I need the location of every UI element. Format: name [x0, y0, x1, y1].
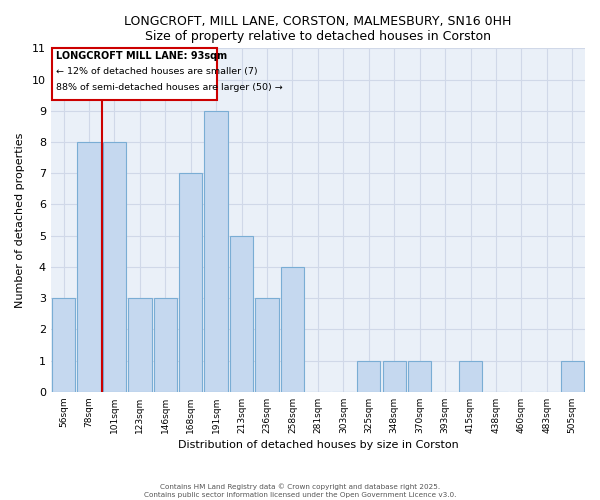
Bar — [357, 360, 380, 392]
Bar — [154, 298, 177, 392]
Bar — [383, 360, 406, 392]
Bar — [128, 298, 152, 392]
Text: LONGCROFT MILL LANE: 93sqm: LONGCROFT MILL LANE: 93sqm — [56, 51, 227, 61]
Text: ← 12% of detached houses are smaller (7): ← 12% of detached houses are smaller (7) — [56, 67, 257, 76]
Bar — [281, 267, 304, 392]
Bar — [560, 360, 584, 392]
Text: Contains HM Land Registry data © Crown copyright and database right 2025.
Contai: Contains HM Land Registry data © Crown c… — [144, 484, 456, 498]
Bar — [103, 142, 126, 392]
Bar — [408, 360, 431, 392]
Bar — [256, 298, 279, 392]
Bar — [205, 111, 228, 392]
X-axis label: Distribution of detached houses by size in Corston: Distribution of detached houses by size … — [178, 440, 458, 450]
Bar — [230, 236, 253, 392]
Y-axis label: Number of detached properties: Number of detached properties — [15, 132, 25, 308]
Bar — [459, 360, 482, 392]
FancyBboxPatch shape — [52, 48, 217, 100]
Bar — [52, 298, 75, 392]
Title: LONGCROFT, MILL LANE, CORSTON, MALMESBURY, SN16 0HH
Size of property relative to: LONGCROFT, MILL LANE, CORSTON, MALMESBUR… — [124, 15, 512, 43]
Bar — [77, 142, 101, 392]
Bar — [179, 173, 202, 392]
Text: 88% of semi-detached houses are larger (50) →: 88% of semi-detached houses are larger (… — [56, 82, 283, 92]
